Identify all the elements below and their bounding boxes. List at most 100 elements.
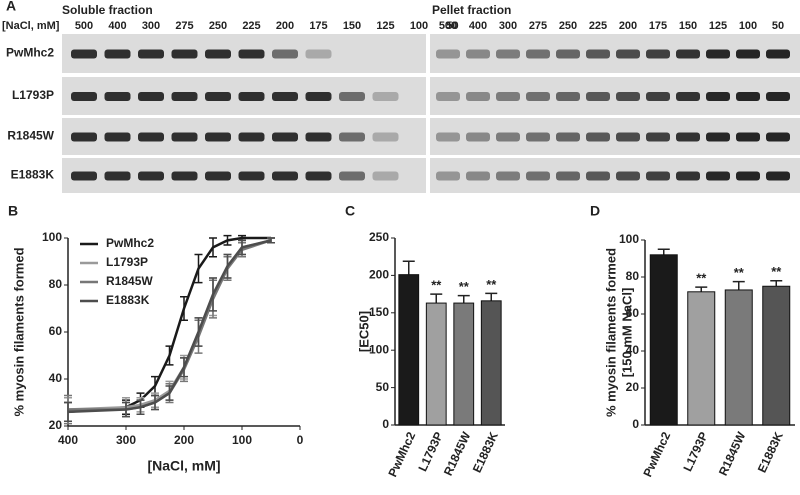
legend-label: PwMhc2 [106,236,154,250]
gel-band [171,49,198,59]
lane-label: 275 [175,20,193,32]
gel-band [526,49,550,59]
gel-band [706,92,730,101]
lane-label: 250 [559,20,577,32]
gel-band [406,92,432,101]
error-bar [485,292,498,301]
significance-label: ** [696,271,707,286]
gel-band [706,171,730,181]
gel-band [526,171,550,181]
gel-band [736,132,760,142]
gel-band [171,171,198,181]
gel-band [706,49,730,59]
gel-band [406,172,432,181]
gel-title: Soluble fraction [62,3,153,17]
x-tick-label: 300 [116,433,136,447]
gel-band [71,92,97,101]
gel-band [205,171,231,181]
gel-band [466,171,490,181]
error-bar [151,394,159,411]
x-axis-label: [NaCl, mM] [147,458,220,474]
error-bar [165,385,174,401]
y-tick-label: 60 [49,324,63,338]
panel-label: A [6,0,16,14]
gel-band [646,171,670,181]
lane-label: 100 [739,20,757,32]
gel-band [171,132,198,142]
lane-label: 225 [242,20,260,32]
gel-band [736,92,760,101]
bar [649,254,678,426]
error-bar [136,399,145,415]
bar [687,291,716,426]
lane-label: 50 [772,20,784,32]
gel-band [104,92,131,101]
gel-band [372,92,399,101]
lane-label: 125 [709,20,727,32]
y-tick-label: 80 [626,269,640,283]
lane-label: 400 [108,20,126,32]
y-tick-label: 0 [632,417,639,431]
significance-label: ** [734,265,745,280]
y-tick-label: 50 [376,380,390,394]
lane-label: 275 [529,20,547,32]
gel-band [272,171,298,181]
error-bar [223,234,232,246]
gel-band [238,132,265,142]
gel-band [71,171,97,181]
error-bar [194,253,203,284]
x-tick-label: PwMhc2 [385,429,418,479]
error-bar [457,294,470,304]
x-tick-label: E1883K [470,429,501,475]
gel-title: Pellet fraction [432,3,511,17]
y-tick-label: 20 [49,418,63,432]
gel-band [305,49,332,59]
gel-band [466,132,490,142]
row-label: PwMhc2 [6,46,54,60]
y-tick-label: 100 [42,230,62,244]
gel-band [138,49,164,59]
gel-band [138,92,164,101]
error-bar [657,248,670,255]
lane-label: 250 [209,20,227,32]
gel-band [238,171,265,181]
lane-label: 300 [499,20,517,32]
error-bar [732,280,745,290]
gel-band [766,132,790,142]
gel-band [616,132,640,142]
lane-label: 150 [343,20,361,32]
gel-band [616,171,640,181]
gel-band [104,132,131,142]
gel-band [676,49,700,59]
y-tick-label: 80 [49,277,63,291]
row-label: R1845W [7,129,54,143]
gel-band [736,49,760,59]
gel-band [556,132,580,142]
y-axis-label: [EC50] [356,311,371,352]
gel-band [436,92,460,101]
y-tick-label: 60 [626,306,640,320]
error-bar [209,237,217,258]
y-tick-label: 250 [369,230,389,244]
gel-band [171,92,198,101]
lane-label: 300 [142,20,160,32]
error-bar [770,279,783,287]
gel-band [616,49,640,59]
gel-band [526,132,550,142]
gel-band [436,132,460,142]
error-bar [180,296,188,321]
legend-label: R1845W [106,274,153,288]
gel-band [496,92,520,101]
bar [425,302,447,426]
significance-label: ** [459,279,470,294]
gel-band [138,171,164,181]
y-tick-label: 20 [626,380,640,394]
gel-band [138,132,164,142]
gel-band [305,171,332,181]
gel-band [496,132,520,142]
x-tick-label: L1793P [680,430,710,474]
panel-label: C [345,203,355,219]
gel-band [104,49,131,59]
gel-band [339,50,365,59]
